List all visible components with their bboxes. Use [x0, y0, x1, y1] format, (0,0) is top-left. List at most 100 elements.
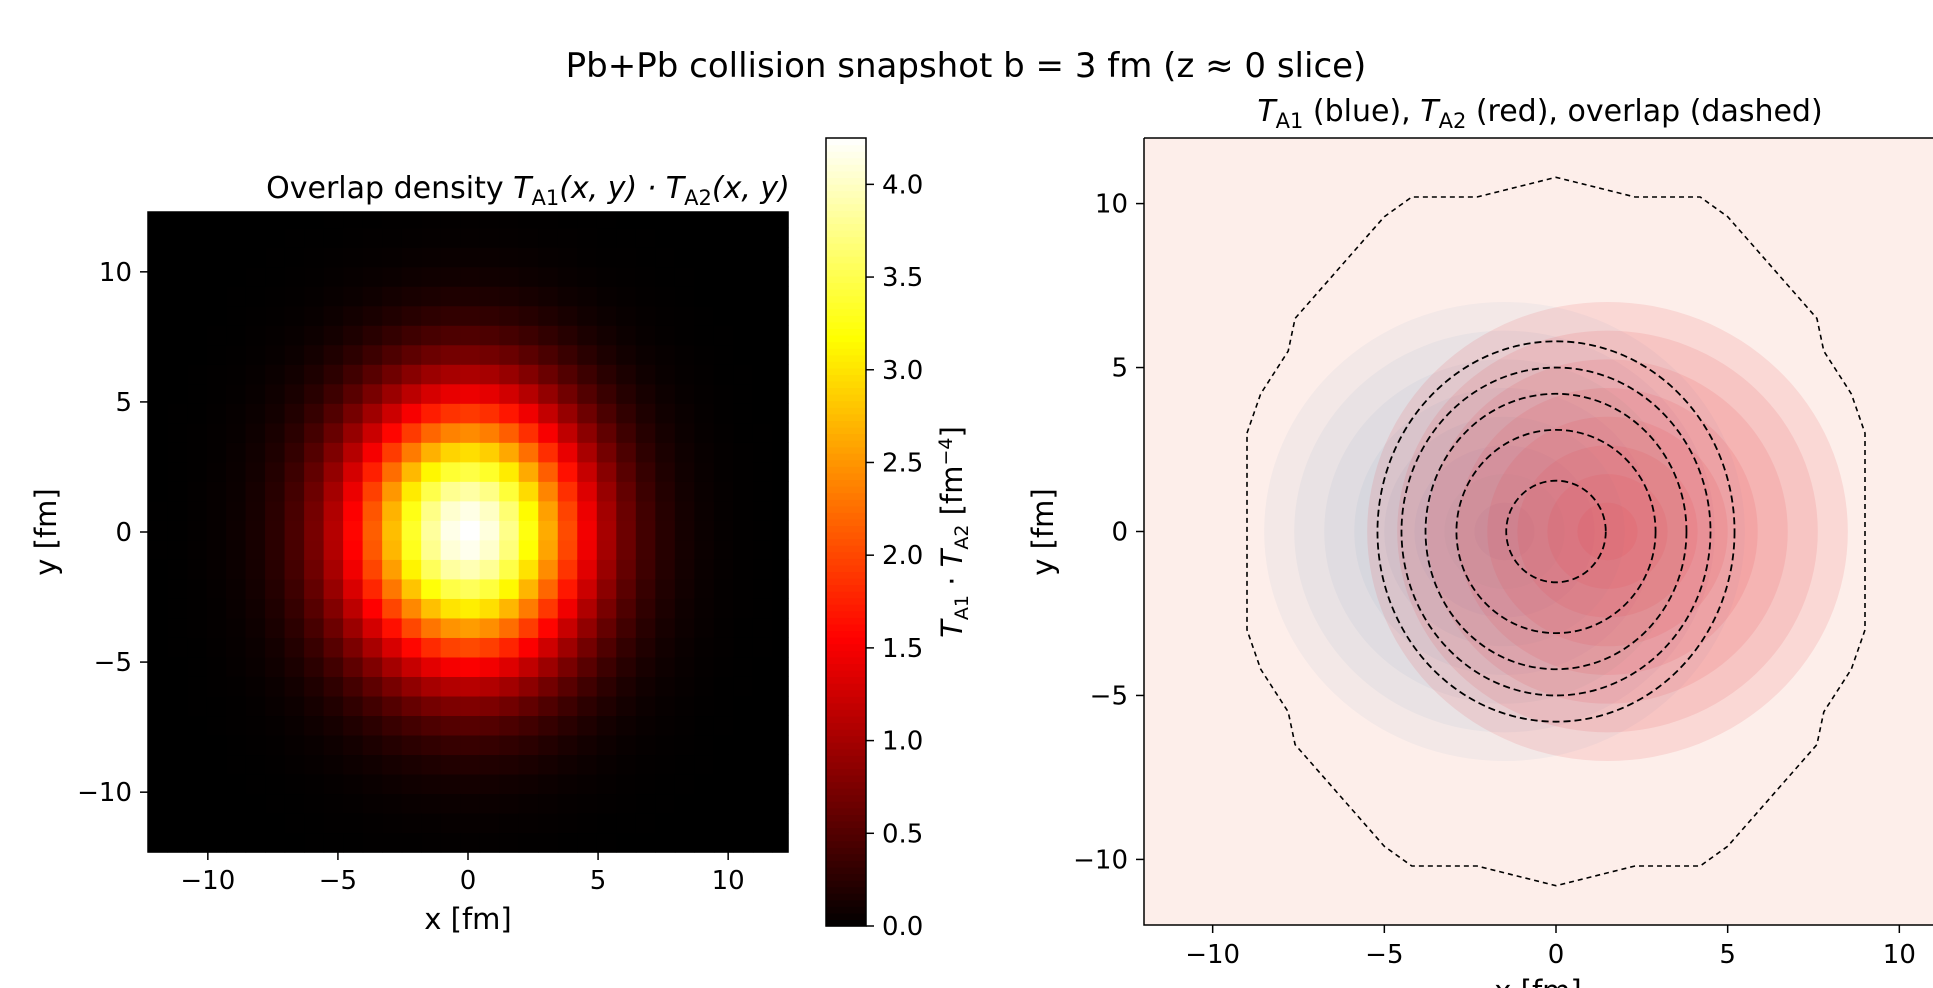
heatmap-cell [538, 715, 559, 736]
heatmap-cell [655, 481, 676, 502]
heatmap-cell [635, 754, 656, 775]
colorbar-strip [826, 729, 866, 737]
heatmap-cell [226, 676, 247, 697]
heatmap-cell [343, 344, 364, 365]
heatmap-cell [772, 676, 789, 697]
heatmap-cell [655, 364, 676, 385]
heatmap-cell [343, 695, 364, 717]
heatmap-cell [577, 286, 598, 307]
density-contour-level [1547, 474, 1668, 589]
heatmap-cell [187, 227, 208, 248]
heatmap-cell [635, 344, 656, 365]
colorbar-strip [826, 584, 866, 592]
heatmap-cell [479, 481, 500, 502]
heatmap-cell [304, 212, 325, 229]
heatmap-cell [772, 637, 789, 658]
heatmap-cell [616, 247, 637, 268]
heatmap-cell [187, 442, 208, 463]
heatmap-cell [752, 617, 773, 638]
heatmap-cell [655, 793, 676, 814]
heatmap-cell [557, 578, 578, 599]
heatmap-cell [538, 676, 559, 697]
heatmap-cell [187, 520, 208, 541]
heatmap-cell [674, 325, 695, 346]
heatmap-cell [245, 247, 266, 268]
heatmap-cell [226, 266, 247, 287]
heatmap-cell [167, 212, 188, 229]
heatmap-cell [577, 422, 598, 443]
heatmap-cell [323, 305, 344, 326]
heatmap-cell [460, 212, 481, 229]
colorbar-strip [826, 164, 866, 172]
colorbar-strip [826, 387, 866, 395]
heatmap-cell [479, 617, 500, 638]
heatmap-cell [284, 793, 305, 814]
heatmap-cell [518, 227, 539, 248]
heatmap-cell [674, 734, 695, 756]
heatmap-x-tick-label: −5 [319, 866, 357, 896]
heatmap-cell [362, 637, 383, 658]
colorbar-strip [826, 426, 866, 435]
density-contour-level [1294, 330, 1715, 733]
heatmap-cell [206, 734, 227, 756]
heatmap-cell [499, 325, 520, 346]
heatmap-cell [479, 266, 500, 287]
heatmap-cell [226, 344, 247, 365]
heatmap-cell [479, 247, 500, 268]
density-contour-level [1487, 416, 1728, 647]
heatmap-cell [304, 773, 325, 795]
heatmap-cell [538, 637, 559, 658]
heatmap-cell [167, 500, 188, 521]
heatmap-cell [401, 403, 422, 424]
heatmap-cell [440, 227, 461, 248]
heatmap-cell [538, 383, 559, 404]
heatmap-cell [655, 403, 676, 424]
heatmap-cell [733, 305, 754, 326]
heatmap-cell [616, 227, 637, 248]
heatmap-cell [733, 539, 754, 560]
heatmap-cell [401, 212, 422, 229]
heatmap-cell [596, 656, 617, 677]
heatmap-cell [674, 656, 695, 677]
heatmap-cell [265, 422, 286, 443]
colorbar-strip [826, 269, 866, 277]
heatmap-ylabel: y [fm] [29, 488, 63, 575]
heatmap-cell [343, 539, 364, 560]
heatmap-cell [362, 286, 383, 307]
heatmap-cell [577, 227, 598, 248]
heatmap-cell [694, 266, 715, 287]
colorbar-strip [826, 479, 866, 487]
heatmap-cell [713, 422, 734, 443]
heatmap-cell [284, 520, 305, 541]
heatmap-cell [674, 286, 695, 307]
heatmap-y-tick-label: 0 [115, 518, 132, 548]
heatmap-cell [635, 212, 656, 229]
heatmap-cell [713, 247, 734, 268]
heatmap-cell [713, 812, 734, 834]
heatmap-cell [518, 403, 539, 424]
heatmap-cell [674, 227, 695, 248]
heatmap-cell [557, 500, 578, 521]
heatmap-cell [343, 793, 364, 814]
heatmap-cell [635, 676, 656, 697]
heatmap-cell [460, 637, 481, 658]
heatmap-cell [772, 247, 789, 268]
heatmap-cell [772, 520, 789, 541]
heatmap-cell [694, 247, 715, 268]
heatmap-cell [245, 461, 266, 482]
heatmap-cell [362, 539, 383, 560]
heatmap-cell [421, 695, 442, 717]
heatmap-y-tick-label: −10 [77, 778, 132, 808]
heatmap-cell [499, 212, 520, 229]
heatmap-cell [323, 793, 344, 814]
heatmap-cell [557, 286, 578, 307]
heatmap-cell [382, 227, 403, 248]
heatmap-cell [226, 403, 247, 424]
heatmap-cell [304, 578, 325, 599]
heatmap-cell [440, 422, 461, 443]
heatmap-cell [518, 715, 539, 736]
heatmap-cell [343, 578, 364, 599]
heatmap-cell [538, 656, 559, 677]
heatmap-cell [596, 403, 617, 424]
heatmap-cell [206, 812, 227, 834]
